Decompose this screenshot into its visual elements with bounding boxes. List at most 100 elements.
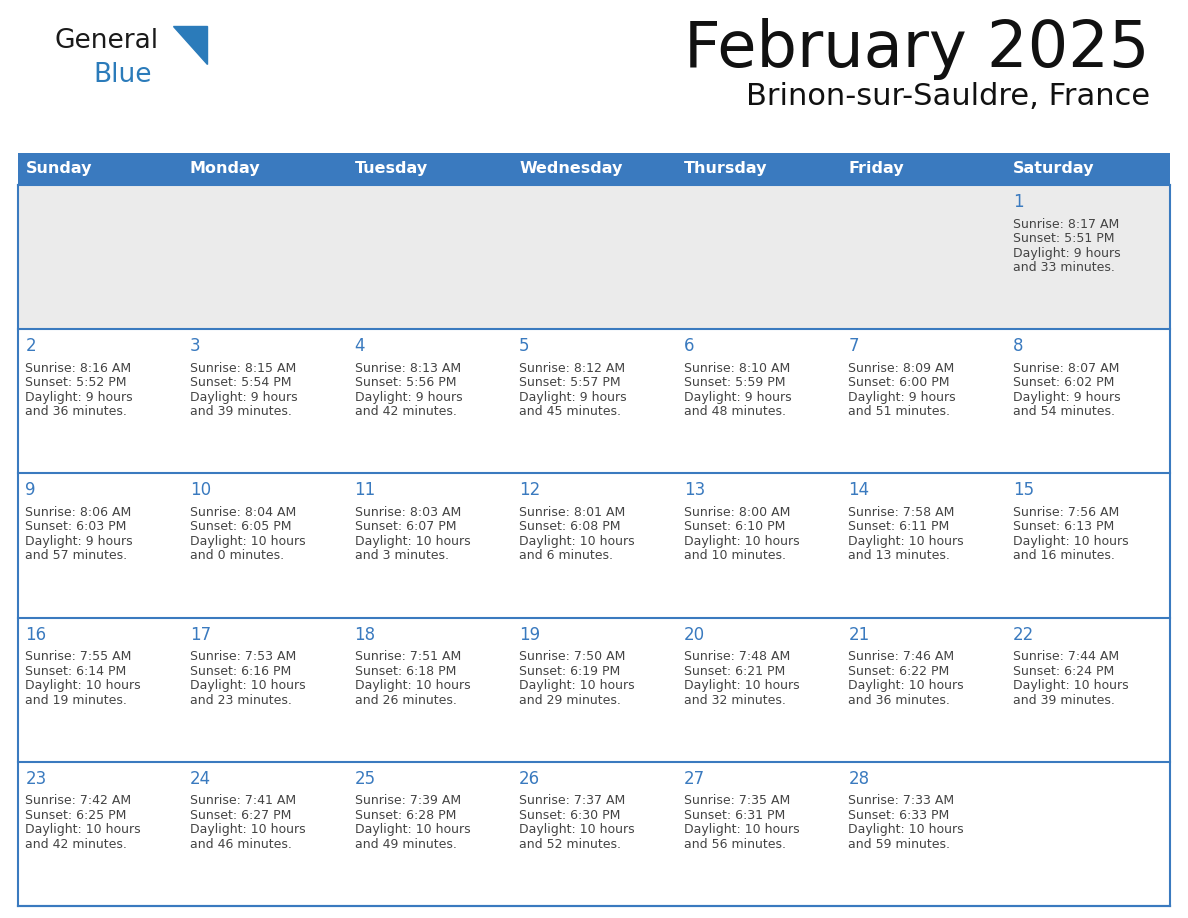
Text: Sunrise: 8:16 AM: Sunrise: 8:16 AM xyxy=(25,362,132,375)
Text: Sunset: 6:00 PM: Sunset: 6:00 PM xyxy=(848,376,949,389)
Text: Sunset: 6:11 PM: Sunset: 6:11 PM xyxy=(848,521,949,533)
Text: and 36 minutes.: and 36 minutes. xyxy=(848,694,950,707)
Text: Daylight: 9 hours: Daylight: 9 hours xyxy=(683,391,791,404)
Text: 19: 19 xyxy=(519,625,541,644)
Text: and 0 minutes.: and 0 minutes. xyxy=(190,550,284,563)
Text: Daylight: 10 hours: Daylight: 10 hours xyxy=(683,823,800,836)
Text: 3: 3 xyxy=(190,337,201,355)
Text: Sunrise: 8:15 AM: Sunrise: 8:15 AM xyxy=(190,362,296,375)
Text: and 6 minutes.: and 6 minutes. xyxy=(519,550,613,563)
Text: and 52 minutes.: and 52 minutes. xyxy=(519,838,621,851)
Text: Sunrise: 7:39 AM: Sunrise: 7:39 AM xyxy=(354,794,461,808)
Text: Sunset: 6:18 PM: Sunset: 6:18 PM xyxy=(354,665,456,677)
Text: 4: 4 xyxy=(354,337,365,355)
Text: and 42 minutes.: and 42 minutes. xyxy=(354,405,456,419)
Text: and 10 minutes.: and 10 minutes. xyxy=(683,550,785,563)
Text: Daylight: 10 hours: Daylight: 10 hours xyxy=(519,823,634,836)
Text: and 3 minutes.: and 3 minutes. xyxy=(354,550,449,563)
Text: and 46 minutes.: and 46 minutes. xyxy=(190,838,292,851)
Text: Sunset: 6:19 PM: Sunset: 6:19 PM xyxy=(519,665,620,677)
FancyBboxPatch shape xyxy=(18,185,1170,330)
Text: Daylight: 9 hours: Daylight: 9 hours xyxy=(354,391,462,404)
Text: 12: 12 xyxy=(519,481,541,499)
Text: Sunset: 6:07 PM: Sunset: 6:07 PM xyxy=(354,521,456,533)
FancyBboxPatch shape xyxy=(18,153,1170,185)
Text: 20: 20 xyxy=(683,625,704,644)
Text: Sunset: 6:03 PM: Sunset: 6:03 PM xyxy=(25,521,127,533)
Text: Sunset: 6:27 PM: Sunset: 6:27 PM xyxy=(190,809,291,822)
Text: 2: 2 xyxy=(25,337,36,355)
FancyBboxPatch shape xyxy=(18,762,1170,906)
Text: Daylight: 10 hours: Daylight: 10 hours xyxy=(354,679,470,692)
Text: Saturday: Saturday xyxy=(1013,162,1094,176)
Text: and 29 minutes.: and 29 minutes. xyxy=(519,694,621,707)
Text: 15: 15 xyxy=(1013,481,1034,499)
Text: Sunrise: 7:53 AM: Sunrise: 7:53 AM xyxy=(190,650,296,663)
Text: Daylight: 9 hours: Daylight: 9 hours xyxy=(1013,247,1120,260)
Text: Sunrise: 7:46 AM: Sunrise: 7:46 AM xyxy=(848,650,954,663)
Text: Daylight: 9 hours: Daylight: 9 hours xyxy=(519,391,627,404)
Text: Sunrise: 8:17 AM: Sunrise: 8:17 AM xyxy=(1013,218,1119,230)
Text: Daylight: 10 hours: Daylight: 10 hours xyxy=(190,823,305,836)
Text: Sunset: 5:54 PM: Sunset: 5:54 PM xyxy=(190,376,291,389)
Text: and 39 minutes.: and 39 minutes. xyxy=(190,405,292,419)
Text: Daylight: 10 hours: Daylight: 10 hours xyxy=(683,679,800,692)
Text: 11: 11 xyxy=(354,481,375,499)
Text: February 2025: February 2025 xyxy=(684,18,1150,80)
Text: Daylight: 10 hours: Daylight: 10 hours xyxy=(190,535,305,548)
Text: Sunrise: 7:51 AM: Sunrise: 7:51 AM xyxy=(354,650,461,663)
Text: Sunset: 6:28 PM: Sunset: 6:28 PM xyxy=(354,809,456,822)
Text: Thursday: Thursday xyxy=(683,162,767,176)
Text: Sunrise: 7:33 AM: Sunrise: 7:33 AM xyxy=(848,794,954,808)
Text: Daylight: 9 hours: Daylight: 9 hours xyxy=(848,391,956,404)
Text: 14: 14 xyxy=(848,481,870,499)
Text: and 13 minutes.: and 13 minutes. xyxy=(848,550,950,563)
Text: Daylight: 9 hours: Daylight: 9 hours xyxy=(25,535,133,548)
Text: Sunset: 6:08 PM: Sunset: 6:08 PM xyxy=(519,521,620,533)
Text: Sunrise: 7:42 AM: Sunrise: 7:42 AM xyxy=(25,794,132,808)
Text: 13: 13 xyxy=(683,481,704,499)
Text: Sunset: 5:51 PM: Sunset: 5:51 PM xyxy=(1013,232,1114,245)
Text: Sunset: 6:10 PM: Sunset: 6:10 PM xyxy=(683,521,785,533)
Text: Sunrise: 7:58 AM: Sunrise: 7:58 AM xyxy=(848,506,955,519)
Text: and 36 minutes.: and 36 minutes. xyxy=(25,405,127,419)
Text: Sunrise: 7:35 AM: Sunrise: 7:35 AM xyxy=(683,794,790,808)
Text: and 42 minutes.: and 42 minutes. xyxy=(25,838,127,851)
Text: Sunset: 6:16 PM: Sunset: 6:16 PM xyxy=(190,665,291,677)
Text: Daylight: 10 hours: Daylight: 10 hours xyxy=(848,535,963,548)
Text: and 49 minutes.: and 49 minutes. xyxy=(354,838,456,851)
Text: and 19 minutes.: and 19 minutes. xyxy=(25,694,127,707)
Text: 21: 21 xyxy=(848,625,870,644)
Text: Sunrise: 7:41 AM: Sunrise: 7:41 AM xyxy=(190,794,296,808)
Text: Daylight: 10 hours: Daylight: 10 hours xyxy=(519,679,634,692)
Text: and 57 minutes.: and 57 minutes. xyxy=(25,550,127,563)
Text: 24: 24 xyxy=(190,769,211,788)
Text: Sunrise: 7:48 AM: Sunrise: 7:48 AM xyxy=(683,650,790,663)
Text: Sunrise: 8:13 AM: Sunrise: 8:13 AM xyxy=(354,362,461,375)
Text: Daylight: 10 hours: Daylight: 10 hours xyxy=(848,679,963,692)
Text: and 16 minutes.: and 16 minutes. xyxy=(1013,550,1114,563)
Text: Daylight: 10 hours: Daylight: 10 hours xyxy=(1013,679,1129,692)
Text: and 23 minutes.: and 23 minutes. xyxy=(190,694,292,707)
Polygon shape xyxy=(173,26,207,64)
Text: and 45 minutes.: and 45 minutes. xyxy=(519,405,621,419)
Text: Daylight: 10 hours: Daylight: 10 hours xyxy=(683,535,800,548)
Text: and 54 minutes.: and 54 minutes. xyxy=(1013,405,1114,419)
Text: Sunrise: 8:09 AM: Sunrise: 8:09 AM xyxy=(848,362,954,375)
Text: Sunset: 6:22 PM: Sunset: 6:22 PM xyxy=(848,665,949,677)
Text: Sunset: 6:33 PM: Sunset: 6:33 PM xyxy=(848,809,949,822)
Text: 22: 22 xyxy=(1013,625,1034,644)
Text: 23: 23 xyxy=(25,769,46,788)
Text: Sunrise: 8:03 AM: Sunrise: 8:03 AM xyxy=(354,506,461,519)
Text: 28: 28 xyxy=(848,769,870,788)
Text: Daylight: 9 hours: Daylight: 9 hours xyxy=(1013,391,1120,404)
Text: Daylight: 9 hours: Daylight: 9 hours xyxy=(190,391,298,404)
Text: 16: 16 xyxy=(25,625,46,644)
Text: 5: 5 xyxy=(519,337,530,355)
Text: Daylight: 10 hours: Daylight: 10 hours xyxy=(190,679,305,692)
Text: Sunset: 5:59 PM: Sunset: 5:59 PM xyxy=(683,376,785,389)
Text: Sunrise: 8:12 AM: Sunrise: 8:12 AM xyxy=(519,362,625,375)
Text: Daylight: 10 hours: Daylight: 10 hours xyxy=(848,823,963,836)
Text: 25: 25 xyxy=(354,769,375,788)
Text: Daylight: 10 hours: Daylight: 10 hours xyxy=(354,535,470,548)
